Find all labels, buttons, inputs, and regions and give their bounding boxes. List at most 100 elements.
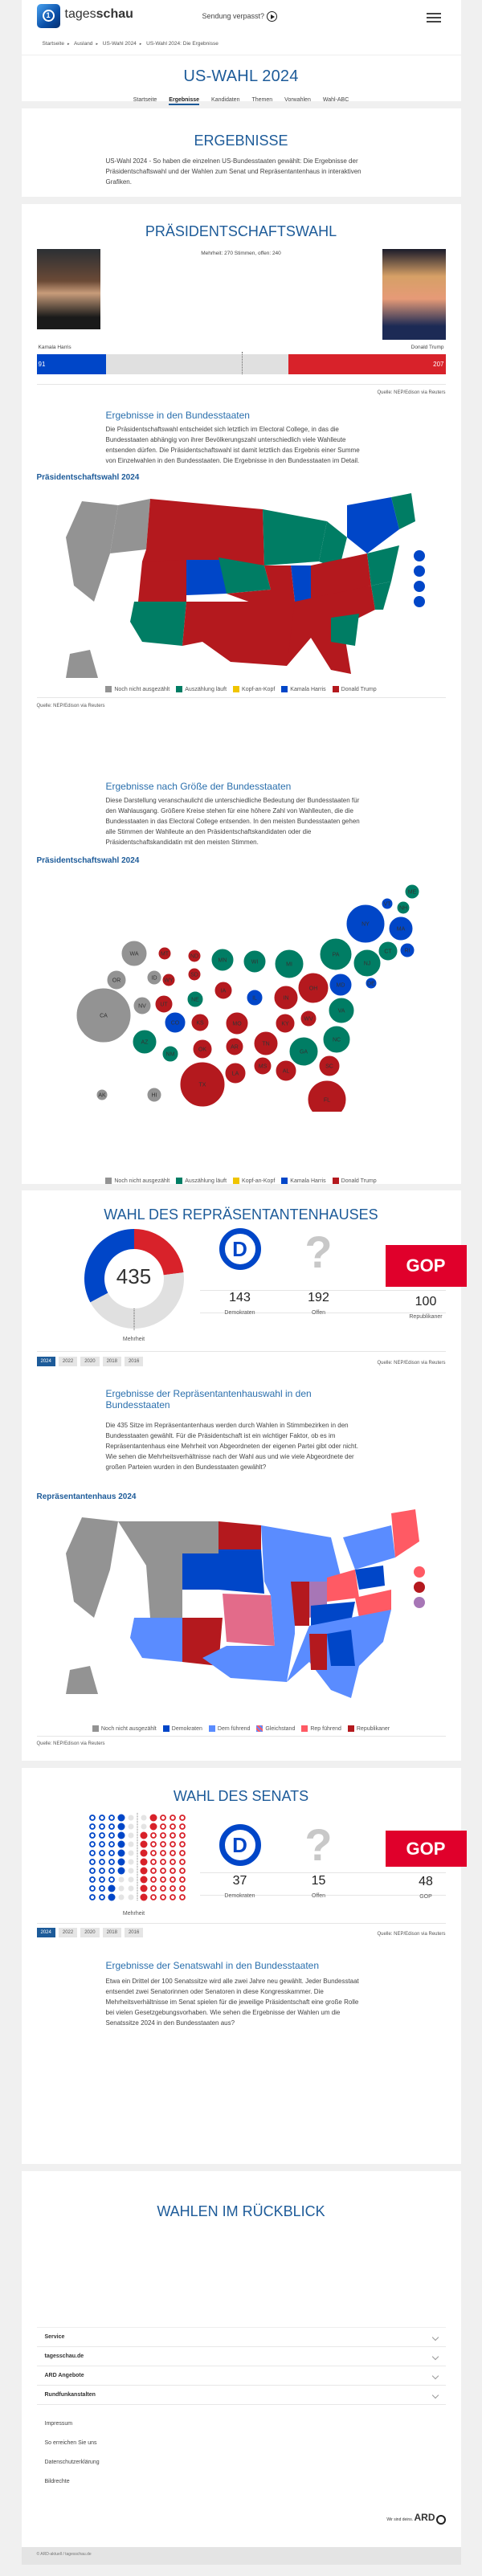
state-bubble-ct[interactable] — [378, 941, 398, 961]
state-ga[interactable] — [330, 614, 359, 646]
year-2016-button[interactable]: 2016 — [124, 1357, 144, 1366]
state-bubble-vt[interactable] — [381, 897, 393, 910]
state-bubble-al[interactable] — [275, 1059, 296, 1082]
year-2018-button[interactable]: 2018 — [102, 1928, 121, 1937]
state-bubble-tx[interactable] — [179, 1061, 225, 1108]
state-west[interactable] — [65, 501, 118, 602]
tab-vorwahlen[interactable]: Vorwahlen — [284, 97, 311, 103]
tab-ergebnisse[interactable]: Ergebnisse — [169, 97, 200, 105]
state-de-bubble[interactable] — [413, 565, 425, 577]
state-bubble-wy[interactable] — [161, 973, 175, 987]
state-bubble-nd[interactable] — [187, 949, 201, 963]
state-wy[interactable] — [182, 1553, 219, 1590]
state-bubble-ar[interactable] — [225, 1037, 243, 1056]
footer-accordion-rundfunk[interactable]: Rundfunkanstalten — [36, 2386, 446, 2405]
state-az-nm[interactable] — [129, 602, 186, 646]
year-2016-button[interactable]: 2016 — [124, 1928, 144, 1937]
state-bubble-ne[interactable] — [186, 990, 203, 1008]
state-az[interactable] — [129, 1618, 182, 1662]
state-bubble-wv[interactable] — [300, 1010, 317, 1027]
state-new-england[interactable] — [390, 1509, 419, 1557]
state-bubble-sc[interactable] — [318, 1055, 340, 1077]
year-2018-button[interactable]: 2018 — [102, 1357, 121, 1366]
state-il[interactable] — [290, 565, 311, 602]
state-ga[interactable] — [326, 1630, 355, 1666]
state-bubble-il[interactable] — [246, 989, 263, 1006]
menu-icon[interactable] — [426, 13, 441, 22]
tab-wahl-abc[interactable]: Wahl-ABC — [322, 97, 349, 103]
footer-link-kontakt[interactable]: So erreichen Sie uns — [44, 2440, 97, 2446]
state-bubble-mi[interactable] — [274, 949, 304, 979]
state-mi[interactable] — [318, 521, 347, 569]
tab-kandidaten[interactable]: Kandidaten — [211, 97, 240, 103]
tab-themen[interactable]: Themen — [251, 97, 273, 103]
footer-link-impressum[interactable]: Impressum — [44, 2421, 73, 2427]
state-ne[interactable] — [218, 557, 271, 594]
state-bubble-in[interactable] — [273, 985, 298, 1010]
state-nd-sd[interactable] — [218, 505, 264, 565]
state-nc[interactable] — [370, 582, 391, 610]
state-bubble-ms[interactable] — [253, 1056, 272, 1076]
state-nd[interactable] — [218, 1521, 261, 1549]
us-map-president[interactable] — [54, 489, 431, 682]
year-2024-button[interactable]: 2024 — [36, 1357, 55, 1366]
state-bubble-wi[interactable] — [243, 949, 266, 974]
state-bubble-mt[interactable] — [157, 946, 171, 961]
footer-accordion-ard[interactable]: ARD Angebote — [36, 2366, 446, 2386]
state-ak[interactable] — [65, 650, 98, 678]
state-il[interactable] — [290, 1582, 309, 1626]
bubble-map[interactable]: WA OR CA ID NV MT WY UT CO AZ NM ND SD NE KS OK TX MN IA MO… — [54, 871, 431, 1112]
state-dem-leading[interactable] — [202, 1525, 343, 1682]
state-bubble-me[interactable] — [404, 884, 419, 900]
state-bubble-ga[interactable] — [288, 1036, 318, 1067]
state-bubble-mo[interactable] — [225, 1011, 248, 1035]
us-map-house[interactable] — [54, 1505, 431, 1714]
year-2022-button[interactable]: 2022 — [58, 1357, 78, 1366]
state-co[interactable] — [186, 560, 227, 595]
state-bubble-fl[interactable] — [307, 1080, 346, 1112]
footer-accordion-tagesschau[interactable]: tagesschau.de — [36, 2347, 446, 2366]
state-bubble-nc[interactable] — [322, 1025, 350, 1054]
state-bubble-hi[interactable] — [146, 1087, 161, 1103]
state-bubble-or[interactable] — [106, 970, 126, 990]
state-bubble-co[interactable] — [164, 1011, 186, 1034]
breadcrumb-item[interactable]: Ausland — [73, 41, 93, 47]
state-pa[interactable] — [354, 1566, 385, 1590]
state-bubble-sd[interactable] — [187, 967, 201, 982]
sendung-verpasst-link[interactable]: Sendung verpasst? — [202, 11, 278, 22]
state-mt-wy[interactable] — [141, 499, 219, 561]
state-va[interactable] — [354, 1590, 391, 1618]
breadcrumb-item[interactable]: US-Wahl 2024 — [102, 41, 137, 47]
state-ny-ne[interactable] — [346, 497, 399, 553]
state-ny[interactable] — [342, 1525, 395, 1570]
state-bubble-ut[interactable] — [154, 994, 173, 1014]
state-bubble-pa[interactable] — [319, 937, 352, 971]
state-bubble-la[interactable] — [224, 1062, 246, 1084]
state-bubble-id[interactable] — [146, 970, 161, 986]
state-ia-mo-ks[interactable] — [226, 565, 295, 610]
state-ri-bubble[interactable] — [413, 1566, 425, 1578]
state-mn-wi[interactable] — [262, 509, 327, 565]
state-bubble-nj[interactable] — [353, 949, 381, 978]
state-ut[interactable] — [137, 560, 186, 602]
year-2020-button[interactable]: 2020 — [80, 1928, 100, 1937]
state-bubble-va[interactable] — [328, 997, 354, 1024]
tab-startseite[interactable]: Startseite — [133, 97, 157, 103]
state-bubble-ks[interactable] — [190, 1013, 209, 1032]
state-bubble-nh[interactable] — [396, 900, 410, 915]
state-oh[interactable] — [326, 1570, 359, 1602]
state-me-nh[interactable] — [390, 493, 415, 529]
state-tx-ok[interactable] — [182, 602, 303, 666]
tagesschau-logo-icon[interactable]: 1 — [36, 4, 60, 28]
state-bubble-de[interactable] — [365, 977, 377, 990]
state-west[interactable] — [65, 1517, 118, 1618]
footer-link-datenschutz[interactable]: Datenschutzerklärung — [44, 2460, 100, 2465]
footer-link-bildrechte[interactable]: Bildrechte — [44, 2479, 70, 2484]
state-ri-bubble[interactable] — [413, 550, 425, 561]
state-ks-ok[interactable] — [222, 1594, 275, 1646]
state-bubble-ky[interactable] — [275, 1013, 295, 1034]
state-mountain[interactable] — [117, 1521, 223, 1618]
state-ak[interactable] — [65, 1666, 98, 1694]
state-md-bubble[interactable] — [413, 581, 425, 592]
state-bubble-nm[interactable] — [161, 1045, 178, 1063]
